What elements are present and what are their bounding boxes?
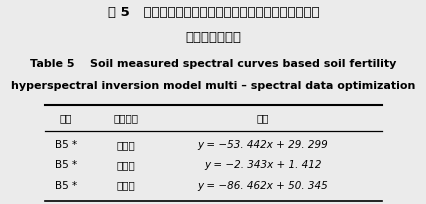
Text: y = −86. 462x + 50. 345: y = −86. 462x + 50. 345 <box>197 181 327 191</box>
Text: y = −2. 343x + 1. 412: y = −2. 343x + 1. 412 <box>203 160 321 170</box>
Text: B5 *: B5 * <box>55 160 77 170</box>
Text: 波段: 波段 <box>60 113 72 123</box>
Text: y = −53. 442x + 29. 299: y = −53. 442x + 29. 299 <box>197 140 327 150</box>
Text: 表 5   基于土壤实测光谱曲线土壤肥力高光谱反演模型的: 表 5 基于土壤实测光谱曲线土壤肥力高光谱反演模型的 <box>107 6 319 19</box>
Text: 有效磷: 有效磷 <box>116 181 135 191</box>
Text: 模型: 模型 <box>256 113 268 123</box>
Text: 有效钾: 有效钾 <box>116 160 135 170</box>
Text: B5 *: B5 * <box>55 140 77 150</box>
Text: 肥力参数: 肥力参数 <box>113 113 138 123</box>
Text: 有机质: 有机质 <box>116 140 135 150</box>
Text: B5 *: B5 * <box>55 181 77 191</box>
Text: 多光谱数据优化: 多光谱数据优化 <box>185 31 241 44</box>
Text: Table 5    Soil measured spectral curves based soil fertility: Table 5 Soil measured spectral curves ba… <box>30 59 396 69</box>
Text: hyperspectral inversion model multi – spectral data optimization: hyperspectral inversion model multi – sp… <box>11 81 415 91</box>
